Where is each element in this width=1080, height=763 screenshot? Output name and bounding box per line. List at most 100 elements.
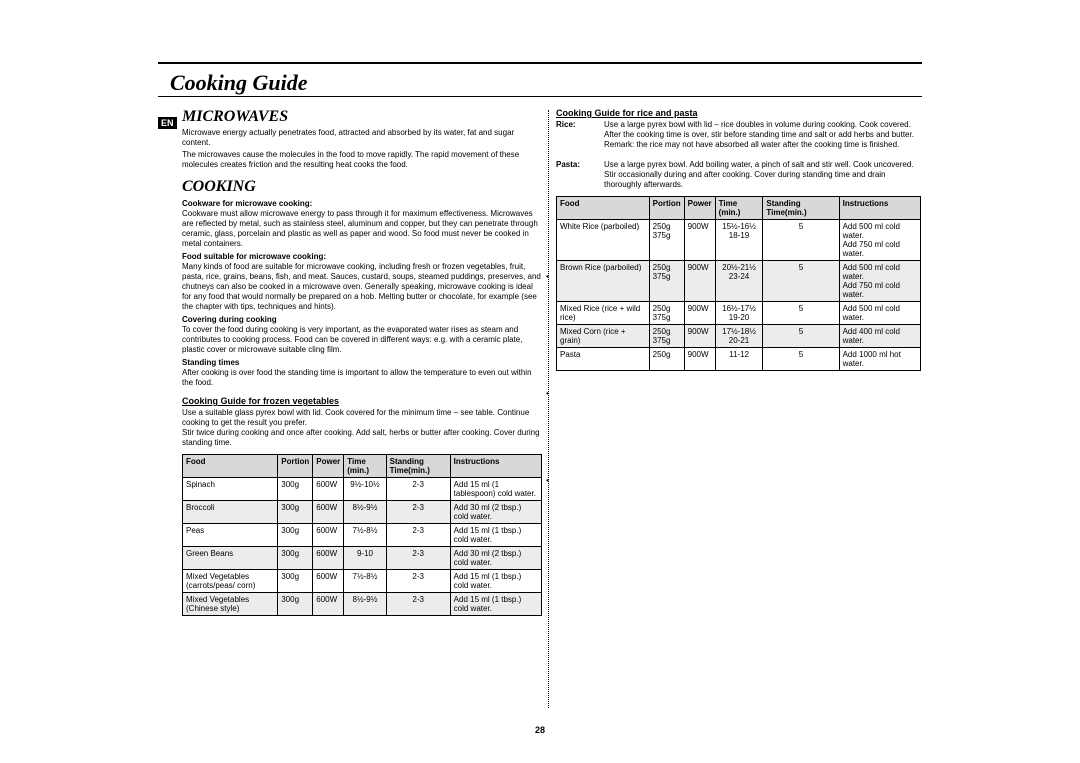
cell-portion: 300g (278, 570, 313, 593)
right-column: Cooking Guide for rice and pasta Rice: U… (556, 108, 921, 371)
cell-instr: Add 1000 ml hot water. (839, 348, 920, 371)
cell-stand: 2-3 (386, 593, 450, 616)
rice-text: Use a large pyrex bowl with lid – rice d… (604, 120, 921, 150)
divider-dot: • (546, 272, 549, 281)
cell-time: 7½-8½ (344, 524, 386, 547)
table-row: Mixed Corn (rice + grain)250g 375g900W17… (557, 325, 921, 348)
cell-stand: 2-3 (386, 478, 450, 501)
cell-portion: 250g (649, 348, 684, 371)
cell-instr: Add 15 ml (1 tbsp.) cold water. (450, 524, 541, 547)
section-microwaves: MICROWAVES (182, 108, 542, 126)
table-row: Broccoli300g600W8½-9½2-3Add 30 ml (2 tbs… (183, 501, 542, 524)
th-standing: Standing Time(min.) (763, 197, 839, 220)
table-row: Mixed Vegetables (Chinese style)300g600W… (183, 593, 542, 616)
cell-food: Broccoli (183, 501, 278, 524)
cell-portion: 300g (278, 547, 313, 570)
cell-instr: Add 400 ml cold water. (839, 325, 920, 348)
cell-time: 17½-18½ 20-21 (715, 325, 763, 348)
table-row: Brown Rice (parboiled)250g 375g900W20½-2… (557, 261, 921, 302)
cell-time: 8½-9½ (344, 501, 386, 524)
cell-instr: Add 15 ml (1 tablespoon) cold water. (450, 478, 541, 501)
guide-frozen-veg: Cooking Guide for frozen vegetables (182, 396, 542, 406)
body-text: The microwaves cause the molecules in th… (182, 150, 542, 170)
th-time: Time (min.) (344, 455, 386, 478)
cell-instr: Add 15 ml (1 tbsp.) cold water. (450, 593, 541, 616)
pasta-text: Use a large pyrex bowl. Add boiling wate… (604, 160, 921, 190)
lang-badge: EN (158, 117, 177, 129)
cell-stand: 2-3 (386, 501, 450, 524)
rice-pasta-table: Food Portion Power Time (min.) Standing … (556, 196, 921, 371)
sub-food-suitable: Food suitable for microwave cooking: (182, 252, 542, 261)
cell-food: Brown Rice (parboiled) (557, 261, 650, 302)
cell-power: 900W (684, 302, 715, 325)
cell-portion: 300g (278, 524, 313, 547)
th-power: Power (684, 197, 715, 220)
cell-portion: 250g 375g (649, 302, 684, 325)
left-column: MICROWAVES Microwave energy actually pen… (182, 108, 542, 616)
cell-instr: Add 30 ml (2 tbsp.) cold water. (450, 501, 541, 524)
cell-time: 16½-17½ 19-20 (715, 302, 763, 325)
cell-portion: 300g (278, 593, 313, 616)
table-row: Mixed Vegetables (carrots/peas/ corn)300… (183, 570, 542, 593)
pasta-def: Pasta: Use a large pyrex bowl. Add boili… (556, 160, 921, 190)
cell-stand: 2-3 (386, 570, 450, 593)
cell-portion: 250g 375g (649, 325, 684, 348)
th-instr: Instructions (450, 455, 541, 478)
table-row: White Rice (parboiled)250g 375g900W15½-1… (557, 220, 921, 261)
body-text: Many kinds of food are suitable for micr… (182, 262, 542, 312)
title-underline (158, 96, 922, 97)
th-instr: Instructions (839, 197, 920, 220)
divider-dot: • (546, 389, 549, 398)
th-food: Food (183, 455, 278, 478)
cell-time: 9½-10½ (344, 478, 386, 501)
top-rule (158, 62, 922, 64)
th-time: Time (min.) (715, 197, 763, 220)
table-row: Green Beans300g600W9-102-3Add 30 ml (2 t… (183, 547, 542, 570)
th-portion: Portion (278, 455, 313, 478)
guide-rice-pasta: Cooking Guide for rice and pasta (556, 108, 921, 118)
rice-def: Rice: Use a large pyrex bowl with lid – … (556, 120, 921, 150)
cell-power: 600W (313, 524, 344, 547)
body-text: To cover the food during cooking is very… (182, 325, 542, 355)
cell-power: 600W (313, 570, 344, 593)
cell-stand: 5 (763, 302, 839, 325)
body-text: After cooking is over food the standing … (182, 368, 542, 388)
cell-food: Mixed Vegetables (carrots/peas/ corn) (183, 570, 278, 593)
th-food: Food (557, 197, 650, 220)
cell-time: 15½-16½ 18-19 (715, 220, 763, 261)
cell-stand: 5 (763, 325, 839, 348)
cell-stand: 5 (763, 348, 839, 371)
cell-power: 600W (313, 501, 344, 524)
cell-power: 600W (313, 478, 344, 501)
cell-instr: Add 500 ml cold water. Add 750 ml cold w… (839, 261, 920, 302)
cell-power: 900W (684, 348, 715, 371)
cell-power: 600W (313, 593, 344, 616)
divider-dot: • (546, 476, 549, 485)
column-divider (548, 110, 549, 708)
table-row: Peas300g600W7½-8½2-3Add 15 ml (1 tbsp.) … (183, 524, 542, 547)
cell-portion: 300g (278, 501, 313, 524)
sub-standing: Standing times (182, 358, 542, 367)
page-title: Cooking Guide (170, 70, 308, 96)
table-row: Mixed Rice (rice + wild rice)250g 375g90… (557, 302, 921, 325)
cell-instr: Add 15 ml (1 tbsp.) cold water. (450, 570, 541, 593)
rice-label: Rice: (556, 120, 604, 150)
cell-portion: 300g (278, 478, 313, 501)
cell-stand: 5 (763, 220, 839, 261)
cell-instr: Add 30 ml (2 tbsp.) cold water. (450, 547, 541, 570)
cell-stand: 2-3 (386, 524, 450, 547)
body-text: Cookware must allow microwave energy to … (182, 209, 542, 249)
table-row: Pasta250g900W11-125Add 1000 ml hot water… (557, 348, 921, 371)
cell-food: Mixed Rice (rice + wild rice) (557, 302, 650, 325)
th-standing: Standing Time(min.) (386, 455, 450, 478)
cell-food: Spinach (183, 478, 278, 501)
table-row: Spinach300g600W9½-10½2-3Add 15 ml (1 tab… (183, 478, 542, 501)
sub-covering: Covering during cooking (182, 315, 542, 324)
cell-power: 600W (313, 547, 344, 570)
cell-food: Mixed Vegetables (Chinese style) (183, 593, 278, 616)
cell-time: 11-12 (715, 348, 763, 371)
cell-food: White Rice (parboiled) (557, 220, 650, 261)
cell-food: Peas (183, 524, 278, 547)
th-power: Power (313, 455, 344, 478)
section-cooking: COOKING (182, 178, 542, 196)
